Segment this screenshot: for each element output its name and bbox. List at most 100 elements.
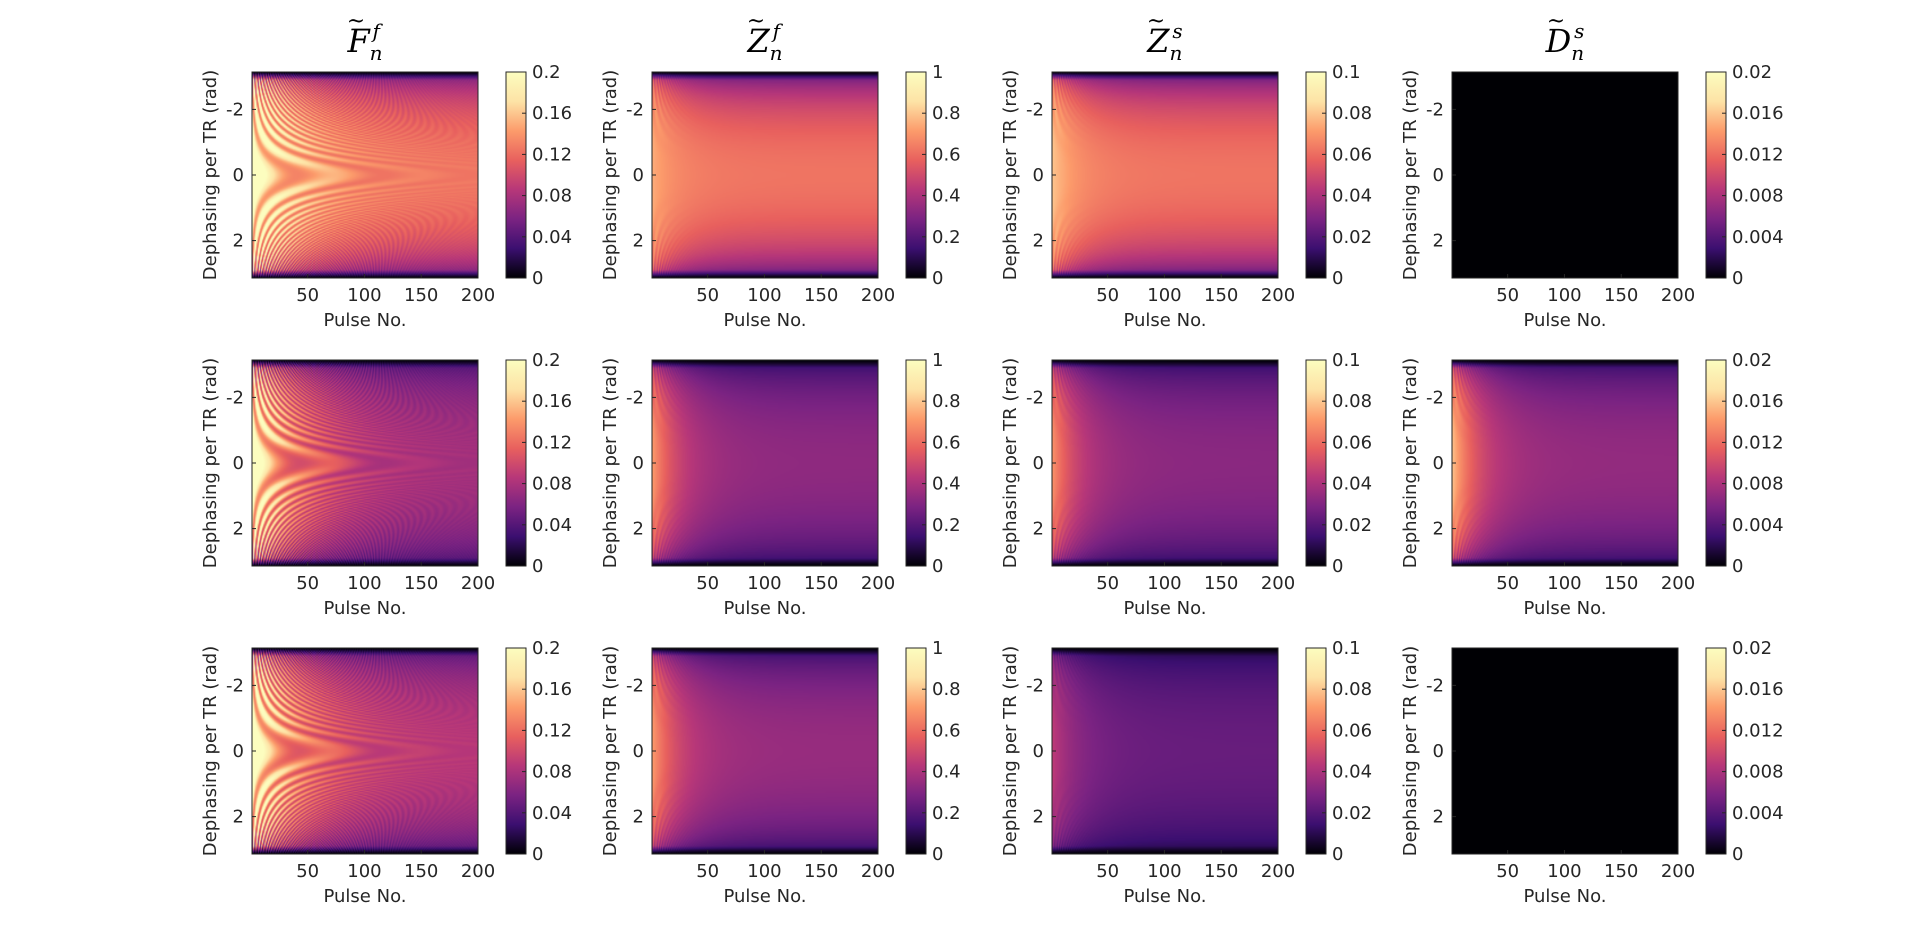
x-tick-label: 150 bbox=[404, 573, 438, 594]
x-tick-label: 50 bbox=[1496, 861, 1519, 882]
x-tick-label: 200 bbox=[1261, 573, 1295, 594]
x-tick-label: 50 bbox=[696, 573, 719, 594]
x-axis-label: Pulse No. bbox=[323, 886, 406, 907]
x-tick-label: 200 bbox=[1661, 573, 1695, 594]
x-tick-label: 200 bbox=[861, 861, 895, 882]
x-axis-label: Pulse No. bbox=[1523, 310, 1606, 331]
y-axis-label: Dephasing per TR (rad) bbox=[1400, 70, 1421, 280]
x-tick-label: 100 bbox=[747, 573, 781, 594]
heatmap-image bbox=[1052, 648, 1278, 854]
colorbar-tick-label: 0 bbox=[1732, 268, 1743, 289]
colorbar-tick-label: 0.016 bbox=[1732, 391, 1784, 412]
y-tick-label: 2 bbox=[1433, 519, 1444, 540]
panel-r2-c3: 50 100 150 200 -2 0 2 Pulse No. Dephasing per TR… bbox=[1400, 638, 1784, 907]
colorbar-tick-label: 0.12 bbox=[532, 144, 572, 165]
colorbar-tick-label: 0.06 bbox=[1332, 720, 1372, 741]
colorbar-tick-label: 0.2 bbox=[532, 62, 561, 83]
y-tick-label: 0 bbox=[233, 453, 244, 474]
y-axis-label: Dephasing per TR (rad) bbox=[1000, 70, 1021, 280]
y-tick-label: 0 bbox=[633, 165, 644, 186]
colorbar-tick-label: 0.2 bbox=[532, 638, 561, 659]
x-tick-label: 200 bbox=[861, 285, 895, 306]
x-tick-label: 50 bbox=[1096, 861, 1119, 882]
x-axis-label: Pulse No. bbox=[323, 310, 406, 331]
x-tick-label: 200 bbox=[1261, 285, 1295, 306]
y-axis-label: Dephasing per TR (rad) bbox=[1000, 646, 1021, 856]
y-tick-label: 2 bbox=[633, 519, 644, 540]
x-tick-label: 200 bbox=[461, 861, 495, 882]
x-axis-label: Pulse No. bbox=[1523, 886, 1606, 907]
colorbar-tick-label: 0 bbox=[1732, 844, 1743, 865]
x-tick-label: 50 bbox=[1496, 573, 1519, 594]
x-tick-label: 150 bbox=[1204, 285, 1238, 306]
y-tick-label: 0 bbox=[1433, 453, 1444, 474]
colorbar-tick-label: 0.016 bbox=[1732, 103, 1784, 124]
x-tick-label: 50 bbox=[296, 861, 319, 882]
panel-r2-c0: 50 100 150 200 -2 0 2 Pulse No. Dephasing per TR… bbox=[200, 638, 572, 907]
x-tick-label: 50 bbox=[296, 285, 319, 306]
y-tick-label: 0 bbox=[1433, 741, 1444, 762]
x-tick-label: 50 bbox=[1096, 573, 1119, 594]
colorbar-tick-label: 0.2 bbox=[932, 803, 961, 824]
panel-r1-c3: 50 100 150 200 -2 0 2 Pulse No. Dephasing per TR… bbox=[1400, 350, 1784, 619]
colorbar-tick-label: 0 bbox=[1332, 844, 1343, 865]
colorbar-tick-label: 0.08 bbox=[532, 762, 572, 783]
heatmap-image bbox=[652, 648, 878, 854]
x-tick-label: 200 bbox=[1661, 861, 1695, 882]
x-axis-label: Pulse No. bbox=[1123, 310, 1206, 331]
colorbar-tick-label: 0.008 bbox=[1732, 474, 1784, 495]
x-axis-label: Pulse No. bbox=[1123, 886, 1206, 907]
x-tick-label: 200 bbox=[461, 285, 495, 306]
y-tick-label: -2 bbox=[626, 387, 644, 408]
x-tick-label: 50 bbox=[296, 573, 319, 594]
y-tick-label: 2 bbox=[1433, 807, 1444, 828]
x-tick-label: 100 bbox=[347, 285, 381, 306]
panel-r0-c3: 50 100 150 200 -2 0 2 Pulse No. Dephasing per TR… bbox=[1400, 62, 1784, 331]
x-tick-label: 100 bbox=[1547, 573, 1581, 594]
y-tick-label: 0 bbox=[1033, 165, 1044, 186]
colorbar-tick-label: 0.4 bbox=[932, 762, 961, 783]
x-tick-label: 50 bbox=[696, 285, 719, 306]
colorbar-tick-label: 0.008 bbox=[1732, 762, 1784, 783]
heatmap-image bbox=[1452, 72, 1678, 278]
colorbar-tick-label: 0.04 bbox=[1332, 474, 1372, 495]
column-title-tilde: ~ bbox=[1147, 9, 1165, 34]
x-tick-label: 150 bbox=[804, 573, 838, 594]
colorbar-tick-label: 0.04 bbox=[1332, 186, 1372, 207]
y-axis-label: Dephasing per TR (rad) bbox=[200, 358, 221, 568]
heatmap-image bbox=[252, 648, 478, 854]
x-tick-label: 150 bbox=[404, 285, 438, 306]
colorbar-tick-label: 0.2 bbox=[932, 227, 961, 248]
y-axis-label: Dephasing per TR (rad) bbox=[200, 646, 221, 856]
colorbar-tick-label: 0.04 bbox=[532, 515, 572, 536]
x-axis-label: Pulse No. bbox=[1123, 598, 1206, 619]
colorbar-tick-label: 0.1 bbox=[1332, 638, 1361, 659]
column-title-tilde: ~ bbox=[1547, 9, 1565, 34]
heatmap-image bbox=[1452, 360, 1678, 566]
panel-r2-c1: 50 100 150 200 -2 0 2 Pulse No. Dephasing per TR… bbox=[600, 638, 961, 907]
colorbar-tick-label: 0.06 bbox=[1332, 144, 1372, 165]
y-tick-label: 2 bbox=[1033, 807, 1044, 828]
panel-r0-c1: 50 100 150 200 -2 0 2 Pulse No. Dephasing per TR… bbox=[600, 62, 961, 331]
colorbar-tick-label: 0 bbox=[1732, 556, 1743, 577]
x-tick-label: 100 bbox=[747, 285, 781, 306]
colorbar-tick-label: 0 bbox=[532, 844, 543, 865]
y-tick-label: 0 bbox=[233, 165, 244, 186]
x-tick-label: 150 bbox=[1204, 861, 1238, 882]
panel-r1-c0: 50 100 150 200 -2 0 2 Pulse No. Dephasing per TR… bbox=[200, 350, 572, 619]
y-tick-label: -2 bbox=[1026, 99, 1044, 120]
heatmap-image bbox=[1452, 648, 1678, 854]
colorbar-tick-label: 0.02 bbox=[1732, 350, 1772, 371]
colorbar-tick-label: 0.8 bbox=[932, 391, 961, 412]
colorbar-tick-label: 0.012 bbox=[1732, 720, 1784, 741]
y-tick-label: -2 bbox=[1426, 387, 1444, 408]
colorbar-tick-label: 0.6 bbox=[932, 144, 961, 165]
heatmap-image bbox=[1052, 72, 1278, 278]
y-axis-label: Dephasing per TR (rad) bbox=[200, 70, 221, 280]
colorbar-tick-label: 0.1 bbox=[1332, 350, 1361, 371]
y-axis-label: Dephasing per TR (rad) bbox=[1000, 358, 1021, 568]
column-title-2: Zns bbox=[1146, 19, 1182, 65]
colorbar-tick-label: 0.6 bbox=[932, 432, 961, 453]
